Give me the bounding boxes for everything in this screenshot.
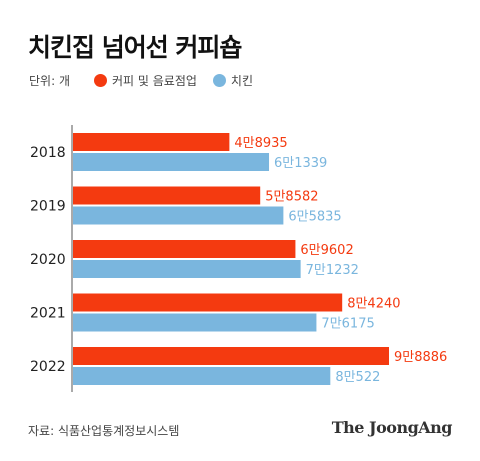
data-label: 6만5835 bbox=[288, 210, 341, 225]
bar bbox=[73, 367, 331, 385]
unit-label: 단위: 개 bbox=[29, 74, 70, 88]
category-label: 2020 bbox=[30, 252, 66, 268]
bar bbox=[73, 240, 296, 258]
legend-item-chicken: 치킨 bbox=[212, 72, 253, 89]
category-label: 2022 bbox=[30, 359, 66, 375]
data-label: 8만522 bbox=[335, 370, 380, 385]
legend-swatch-coffee bbox=[93, 74, 107, 87]
bar bbox=[73, 133, 230, 151]
legend: 단위: 개 커피 및 음료점업 치킨 bbox=[29, 72, 269, 89]
bar bbox=[73, 153, 270, 171]
chart-title: 치킨집 넘어선 커피숍 bbox=[28, 33, 242, 62]
legend-item-coffee: 커피 및 음료점업 bbox=[93, 72, 197, 89]
data-label: 8만4240 bbox=[347, 297, 400, 312]
data-label: 6만1339 bbox=[274, 156, 327, 171]
legend-swatch-chicken bbox=[212, 74, 226, 87]
bar bbox=[73, 347, 389, 365]
bar bbox=[73, 260, 301, 278]
source-note: 자료: 식품산업통계정보시스템 bbox=[28, 424, 180, 438]
bar bbox=[73, 313, 317, 332]
category-label: 2021 bbox=[30, 306, 66, 322]
legend-label-chicken: 치킨 bbox=[230, 74, 253, 88]
data-label: 6만9602 bbox=[300, 243, 353, 258]
category-label: 2019 bbox=[30, 199, 66, 215]
bar bbox=[73, 206, 284, 225]
data-label: 5만8582 bbox=[265, 190, 318, 205]
data-label: 9만8886 bbox=[394, 350, 447, 365]
data-label: 4만8935 bbox=[234, 136, 287, 151]
publisher-logo: The JoongAng bbox=[331, 418, 453, 437]
bar bbox=[73, 293, 343, 312]
data-label: 7만1232 bbox=[306, 263, 359, 278]
bar bbox=[73, 186, 261, 205]
category-label: 2018 bbox=[30, 145, 66, 161]
data-label: 7만6175 bbox=[321, 317, 374, 332]
legend-label-coffee: 커피 및 음료점업 bbox=[111, 74, 197, 88]
